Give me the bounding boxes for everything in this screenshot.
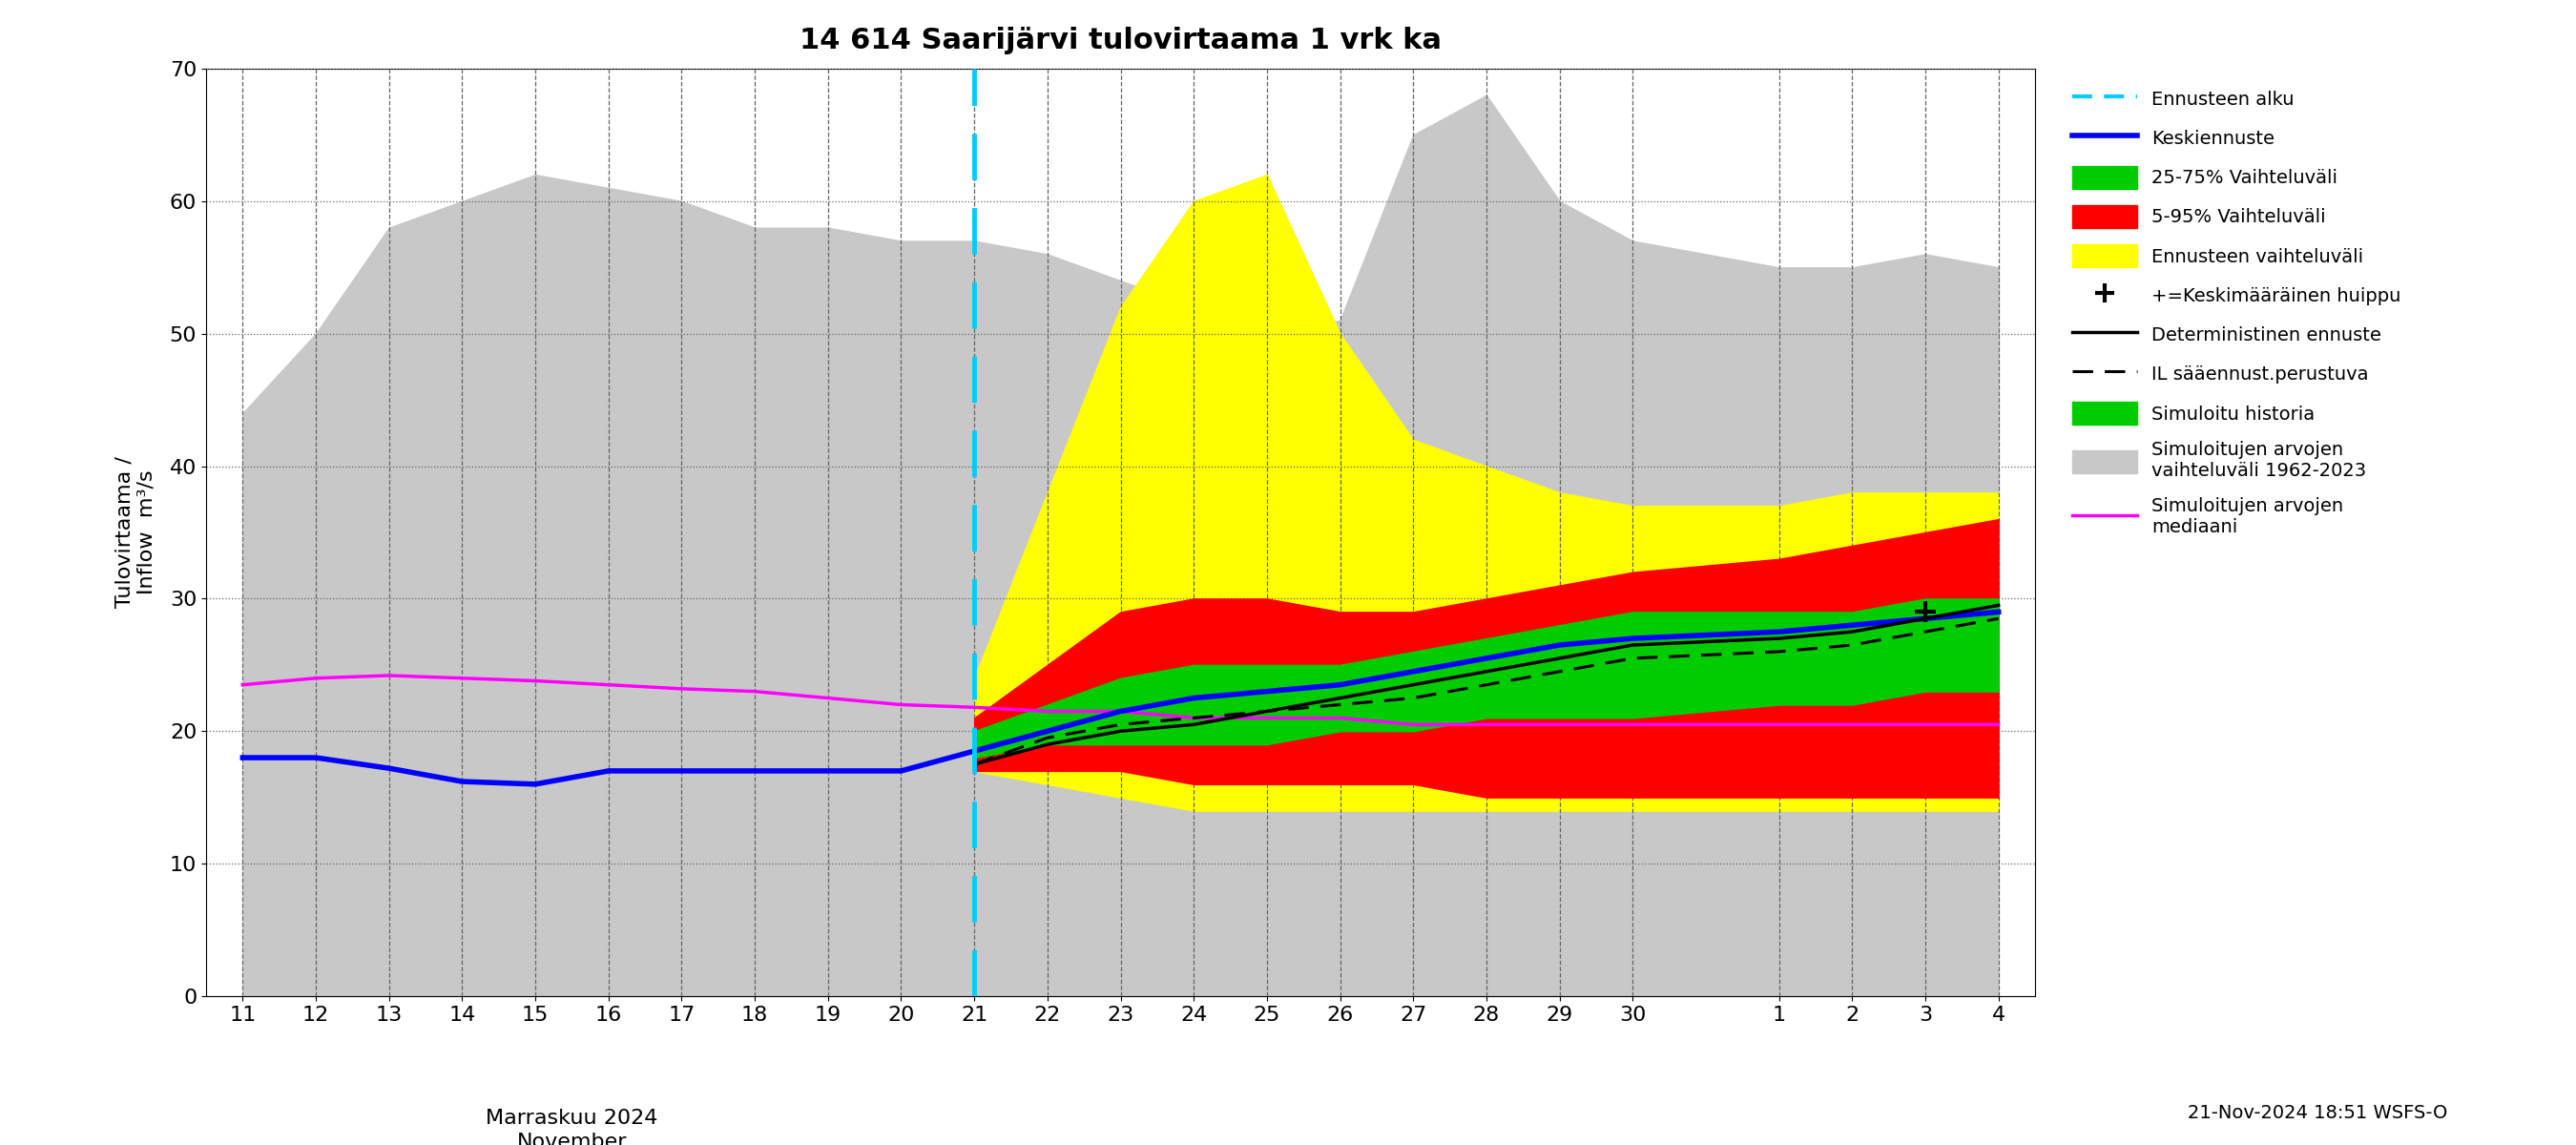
Text: 21-Nov-2024 18:51 WSFS-O: 21-Nov-2024 18:51 WSFS-O bbox=[2187, 1104, 2447, 1122]
Legend: Ennusteen alku, Keskiennuste, 25-75% Vaihteluväli, 5-95% Vaihteluväli, Ennusteen: Ennusteen alku, Keskiennuste, 25-75% Vai… bbox=[2063, 78, 2411, 545]
Text: Marraskuu 2024
November: Marraskuu 2024 November bbox=[487, 1108, 657, 1145]
Y-axis label: Tulovirtaama /
Inflow  m³/s: Tulovirtaama / Inflow m³/s bbox=[116, 457, 157, 608]
Title: 14 614 Saarijärvi tulovirtaama 1 vrk ka: 14 614 Saarijärvi tulovirtaama 1 vrk ka bbox=[799, 26, 1443, 55]
